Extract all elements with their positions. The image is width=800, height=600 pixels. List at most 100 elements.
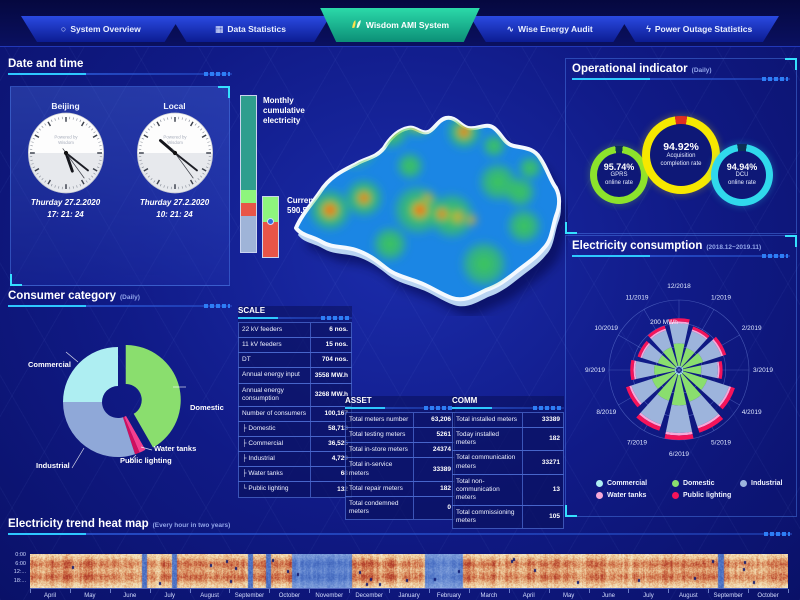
heatmap-month-label: June: [602, 593, 616, 599]
title-underline: [452, 406, 564, 410]
clock-local: Local Powered by Wisdom Thurday 27.2.2020 10…: [120, 87, 229, 285]
hour-hand: [158, 139, 176, 155]
pie-label-domestic: Domestic: [190, 403, 224, 412]
table-row: ├ Domestic 58,713: [238, 420, 352, 437]
table-cell-label: 11 kV feeders: [242, 341, 282, 349]
table-row: Total meters number 63,206: [345, 412, 455, 429]
polar-wedge-segment: [651, 330, 672, 353]
polar-wedge-segment: [719, 386, 735, 410]
heatmap-y-label: 0:00: [15, 552, 26, 558]
clock-date: Thurday 27.2.2020: [30, 198, 101, 207]
polar-wedge-segment: [674, 370, 677, 374]
table-row: Total repair meters 182: [345, 480, 455, 497]
heatmap-y-label: 6:00: [15, 560, 26, 567]
heatmap-month-tick: [69, 589, 71, 593]
legend-label: Industrial: [751, 480, 783, 487]
pie-slice-industrial: [62, 402, 135, 458]
clock-brand-line1: Powered by: [54, 135, 78, 140]
table-row: Total in-service meters 33389: [345, 457, 455, 482]
polar-wedge-segment: [640, 342, 651, 358]
polar-month-label: 12/2018: [667, 283, 691, 290]
monthly-bar-label: Monthly cumulative electricity: [263, 96, 305, 125]
polar-wedge-segment: [682, 371, 708, 390]
minute-hand: [64, 152, 89, 172]
nav-tabs: ○ System Overview ▦ Data Statistics Wisdom A…: [26, 15, 774, 42]
database-icon: ▦: [214, 23, 224, 34]
heatmap-month-label: September: [234, 593, 265, 599]
polar-wedge-segment: [668, 318, 690, 323]
scale-title: SCALE: [238, 306, 266, 315]
heatmap-month-tick: [269, 589, 271, 593]
table-row: Annual energy input 3558 MW.h: [238, 367, 352, 384]
consumption-title: Electricity consumption: [572, 240, 703, 252]
polar-month-label: 5/2019: [711, 440, 731, 447]
title-underline: [572, 77, 790, 81]
heatmap-month-tick: [389, 589, 391, 593]
heatmap-month-tick: [149, 589, 151, 593]
table-row: 11 kV feeders 15 nos.: [238, 337, 352, 354]
table-cell-label: Number of consumers: [242, 409, 306, 417]
table-cell-value: 36,525: [310, 437, 351, 452]
table-row: └ Public lighting 132: [238, 481, 352, 498]
polar-wedge-segment: [681, 370, 684, 374]
table-cell-value: 68: [310, 467, 351, 482]
gauge-text: 94.94% DCU online rate: [711, 144, 773, 206]
bar-segment: [241, 96, 256, 190]
polar-wedge-segment: [635, 360, 655, 380]
gauge-label: GPRS: [610, 172, 628, 179]
table-cell-label: 22 kV feeders: [242, 326, 283, 333]
nav-tab-power-outage-statistics[interactable]: ϟ Power Outage Statistics: [619, 16, 779, 42]
nav-tab-label: Data Statistics: [227, 24, 286, 34]
gauge-text: 95.74% GPRS online rate: [590, 146, 648, 204]
heatmap-canvas: [30, 554, 788, 589]
polar-month-label: 4/2019: [742, 409, 762, 416]
clock-brand-line2: Wisdom: [58, 140, 74, 145]
polar-wedge-segment: [678, 365, 680, 368]
heatmap-month-label: February: [436, 593, 461, 599]
pie-label-commercial: Commercial: [28, 360, 71, 369]
heatmap-month-tick: [668, 589, 670, 593]
legend-item-water-tanks: Water tanks: [596, 492, 672, 499]
table-cell-value: 105: [522, 506, 563, 529]
bar-segment: [241, 216, 256, 252]
comm-table: Total installed meters 33389 Today install…: [452, 412, 564, 530]
nav-tab-system-overview[interactable]: ○ System Overview: [21, 16, 181, 42]
polar-month-label: 7/2019: [627, 440, 647, 447]
nav-tab-wisdom-ami-system[interactable]: Wisdom AMI System: [320, 8, 480, 42]
title-underline: [572, 254, 790, 258]
pie-svg: [62, 344, 186, 469]
heatmap-month-tick: [30, 589, 31, 593]
polar-wedge-segment: [698, 415, 724, 433]
table-cell-value: 4,729: [310, 452, 351, 467]
table-row: Total condemned meters 0: [345, 495, 455, 520]
polar-month-label: 2/2019: [742, 325, 762, 332]
polar-wedge-segment: [669, 323, 689, 345]
table-row: ├ Commercial 36,525: [238, 436, 352, 453]
heatmap-title: Electricity trend heat map: [8, 518, 149, 530]
polar-wedge-segment: [641, 343, 663, 364]
heatmap-month-tick: [109, 589, 111, 593]
polar-month-label: 3/2019: [753, 367, 773, 374]
gauge-value: 94.94%: [726, 162, 758, 173]
table-cell-label: Total condemned meters: [349, 499, 399, 515]
table-cell-value: 24374: [413, 443, 454, 458]
clock-brand-line2: Wisdom: [167, 140, 183, 145]
nav-tab-wise-energy-audit[interactable]: ∿ Wise Energy Audit: [470, 16, 630, 42]
asset-table: Total meters number 63,206 Total testing m…: [345, 412, 455, 520]
heatmap-month-label: September: [713, 593, 743, 599]
polar-svg: 12/2018 1/2019 2/2019 3/2019 4/2019 5/2019 6/2…: [585, 283, 773, 458]
polar-wedge-segment: [674, 369, 677, 371]
gauge-hole: [597, 153, 641, 197]
pie-slice-commercial: [63, 347, 118, 402]
polar-wedge-segment: [649, 328, 667, 339]
heatmap-month-label: November: [315, 593, 344, 599]
nav-tab-data-statistics[interactable]: ▦ Data Statistics: [171, 16, 331, 42]
heatmap-month-tick: [748, 589, 750, 593]
table-cell-label: └ Public lighting: [242, 485, 289, 493]
polar-wedge-segment: [700, 361, 718, 379]
polar-wedge-segment: [683, 365, 702, 375]
polar-wedge-segment: [657, 373, 678, 401]
polar-wedge-segment: [651, 371, 676, 390]
table-cell-label: ├ Commercial: [242, 440, 284, 447]
